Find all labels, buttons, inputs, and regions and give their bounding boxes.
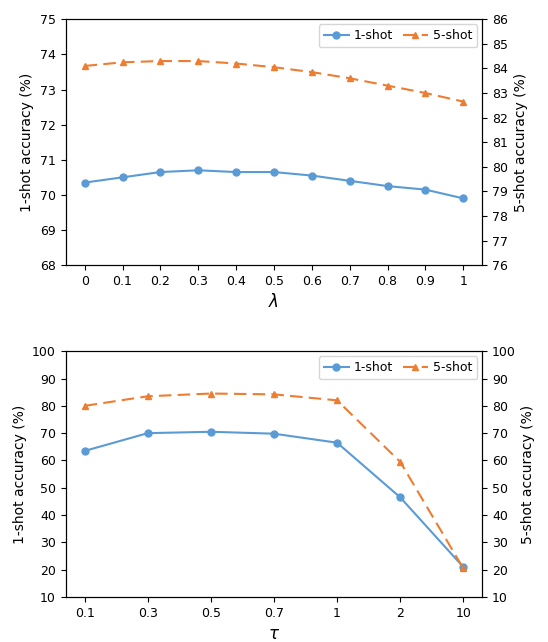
5-shot xyxy=(384,82,391,89)
5-shot xyxy=(346,74,353,82)
5-shot xyxy=(309,68,315,76)
1-shot xyxy=(384,182,391,190)
5-shot xyxy=(460,564,466,572)
1-shot xyxy=(208,428,214,436)
5-shot xyxy=(233,60,239,67)
5-shot xyxy=(82,402,88,410)
Line: 1-shot: 1-shot xyxy=(81,428,467,571)
1-shot xyxy=(82,447,88,455)
1-shot xyxy=(460,195,466,202)
5-shot xyxy=(195,57,202,65)
1-shot xyxy=(460,563,466,571)
5-shot xyxy=(334,397,340,404)
1-shot xyxy=(346,177,353,185)
5-shot xyxy=(145,392,151,400)
Y-axis label: 5-shot accuracy (%): 5-shot accuracy (%) xyxy=(521,404,535,544)
5-shot xyxy=(271,390,277,398)
1-shot xyxy=(309,171,315,179)
5-shot xyxy=(119,58,126,66)
1-shot xyxy=(271,168,277,176)
X-axis label: λ: λ xyxy=(269,293,279,311)
1-shot xyxy=(334,439,340,447)
Legend: 1-shot, 5-shot: 1-shot, 5-shot xyxy=(318,24,477,48)
1-shot xyxy=(145,429,151,437)
5-shot xyxy=(82,62,88,70)
1-shot xyxy=(233,168,239,176)
5-shot xyxy=(271,64,277,71)
5-shot xyxy=(397,458,403,465)
1-shot xyxy=(397,494,403,501)
1-shot xyxy=(119,173,126,181)
Line: 5-shot: 5-shot xyxy=(81,390,467,572)
5-shot xyxy=(460,98,466,105)
5-shot xyxy=(157,57,164,65)
Legend: 1-shot, 5-shot: 1-shot, 5-shot xyxy=(318,356,477,379)
1-shot xyxy=(157,168,164,176)
X-axis label: τ: τ xyxy=(269,625,279,642)
Y-axis label: 1-shot accuracy (%): 1-shot accuracy (%) xyxy=(13,404,27,544)
5-shot xyxy=(208,390,214,397)
1-shot xyxy=(82,178,88,186)
Y-axis label: 5-shot accuracy (%): 5-shot accuracy (%) xyxy=(513,73,528,212)
Line: 5-shot: 5-shot xyxy=(81,58,467,105)
5-shot xyxy=(422,89,429,97)
1-shot xyxy=(422,186,429,193)
1-shot xyxy=(271,430,277,438)
Y-axis label: 1-shot accuracy (%): 1-shot accuracy (%) xyxy=(20,73,35,212)
1-shot xyxy=(195,166,202,174)
Line: 1-shot: 1-shot xyxy=(81,167,467,202)
